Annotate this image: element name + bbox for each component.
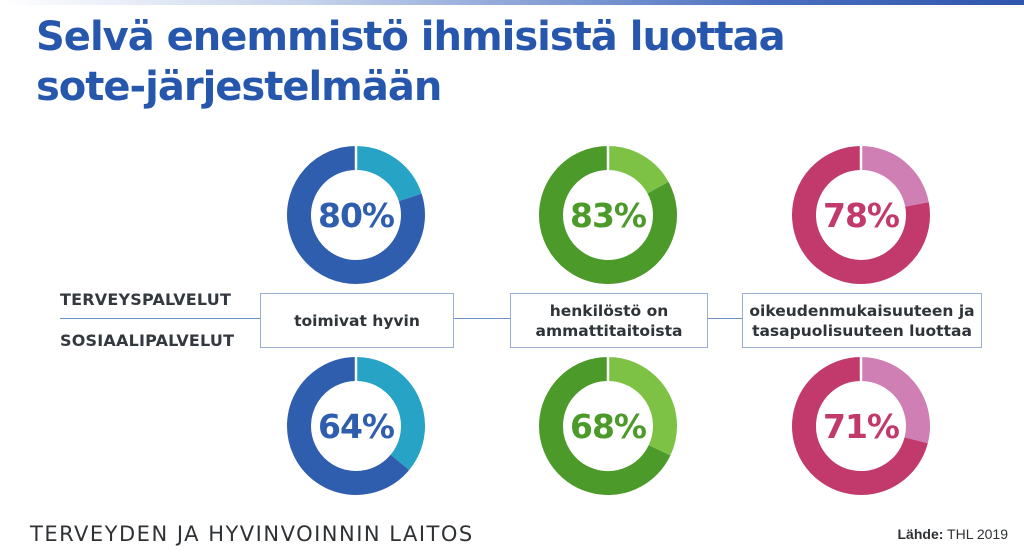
connector-line-1 [454, 318, 510, 319]
donut-value-segment [539, 146, 677, 284]
connector-line-2 [708, 318, 742, 319]
donut-percentage-label: 80% [318, 196, 395, 235]
donut-remainder-segment [860, 357, 930, 444]
organization-footer: TERVEYDEN JA HYVINVOINNIN LAITOS [30, 522, 474, 546]
title-line-2: sote-järjestelmään [36, 64, 442, 110]
top-accent-bar [0, 0, 1024, 5]
row-label-sosiaalipalvelut: SOSIAALIPALVELUT [60, 331, 235, 350]
donut-remainder-segment [607, 357, 677, 456]
donut-percentage-label: 83% [570, 196, 647, 235]
category-label: toimivat hyvin [294, 311, 420, 330]
donut-remainder-segment [355, 357, 425, 470]
donut-value-segment [792, 146, 930, 284]
category-box-henkilosto: henkilöstö on ammattitaitoista [510, 293, 708, 348]
donut-remainder-segment [355, 146, 422, 202]
row-divider-line [60, 318, 260, 319]
donut-percentage-label: 71% [823, 407, 900, 446]
source-note: Lähde: THL 2019 [898, 526, 1009, 542]
donut-percentage-label: 78% [823, 196, 900, 235]
category-box-toimivat-hyvin: toimivat hyvin [260, 293, 454, 348]
source-value: THL 2019 [947, 526, 1008, 542]
donut-value-segment [287, 146, 425, 284]
category-label-line-2: ammattitaitoista [535, 321, 683, 340]
title-line-1: Selvä enemmistö ihmisistä luottaa [36, 14, 786, 60]
donut-percentage-label: 68% [570, 407, 647, 446]
donut-percentage-label: 64% [318, 407, 395, 446]
donut-remainder-segment [860, 146, 929, 208]
donut-remainder-segment [607, 146, 669, 194]
donut-value-segment [539, 357, 671, 495]
category-label-line-1: henkilöstö on [549, 301, 669, 320]
category-label-line-1: oikeudenmukaisuuteen ja [749, 301, 975, 320]
category-label-line-2: tasapuolisuuteen luottaa [752, 321, 972, 340]
category-box-oikeudenmukaisuus: oikeudenmukaisuuteen ja tasapuolisuuteen… [742, 293, 982, 348]
page-title: Selvä enemmistö ihmisistä luottaa sote-j… [36, 12, 996, 112]
row-label-terveyspalvelut: TERVEYSPALVELUT [60, 290, 232, 309]
donut-value-segment [287, 357, 410, 495]
donut-value-segment [792, 357, 928, 495]
source-label: Lähde: [897, 526, 944, 542]
